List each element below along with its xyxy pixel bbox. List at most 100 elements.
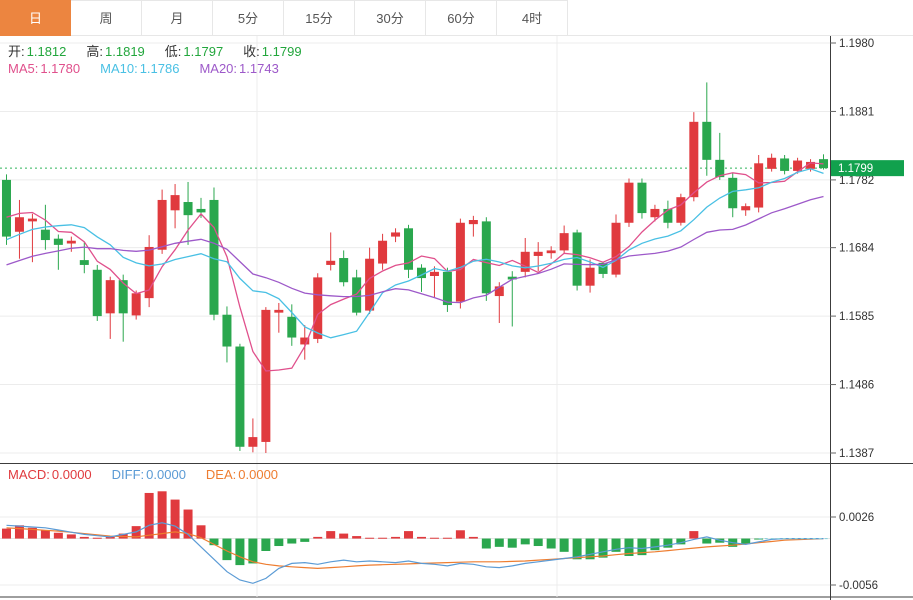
ma-label: MA10: [100,61,138,76]
tab-4hour[interactable]: 4时 [497,0,568,36]
candle-body [157,199,167,250]
candle-body [728,177,738,209]
macd-hist-bar [494,538,504,547]
macd-hist-bar [105,536,115,539]
candle-body [66,240,76,244]
macd-hist-bar [391,536,401,539]
candle-body [637,182,647,214]
candle-body [196,208,206,213]
macd-hist-bar [481,538,491,549]
macd-hist-bar [183,509,193,539]
candle-body [793,160,803,171]
macd-hist-bar [66,534,76,539]
ohlc-item: 高: 1.1819 [86,44,150,59]
macd-hist-bar [663,538,673,548]
candle-body [222,314,232,347]
candle-body [209,199,219,315]
candle-body [572,232,582,286]
macd-hist-bar [92,537,102,539]
candle-body [118,280,128,314]
candle-body [585,267,595,286]
tab-30min[interactable]: 30分 [355,0,426,36]
candle-body [352,277,362,313]
ohlc-label: 低: [164,44,182,59]
macd-hist-bar [676,538,686,545]
macd-hist-bar [196,525,206,539]
macd-hist-bar [637,538,647,556]
ma-label: MA5: [8,61,39,76]
macd-hist-bar [209,538,219,546]
ohlc-value: 1.1819 [105,44,145,59]
candle-body [559,233,569,251]
ohlc-item: 开: 1.1812 [8,44,72,59]
macd-hist-bar [559,538,569,552]
ohlc-label: 开: [8,44,25,59]
macd-hist-bar [585,538,595,560]
macd-hist-bar [14,525,24,539]
macd-hist-bar [702,538,712,544]
macd-hist-bar [248,538,258,564]
macd-label: MACD: [8,467,50,482]
ma-item: MA10: 1.1786 [100,61,185,76]
macd-value: 0.0000 [51,467,92,482]
macd-hist-bar [274,538,284,547]
candle-body [702,121,712,160]
macd-hist-bar [416,536,426,539]
candle-body [391,232,401,237]
ma-value: 1.1786 [139,61,180,76]
candle-body [131,293,141,316]
macd-hist-bar [27,527,37,539]
macd-hist-bar [533,538,543,547]
macd-chart-canvas[interactable]: 0.0026 -0.0056 [0,463,913,600]
candle-body [378,240,388,264]
candle-body [676,197,686,223]
macd-hist-bar [79,536,89,539]
candle-body [183,202,193,216]
tab-month[interactable]: 月 [142,0,213,36]
candle-body [455,222,465,302]
macd-hist-bar [378,537,388,539]
tab-week[interactable]: 周 [71,0,142,36]
ohlc-item: 低: 1.1797 [165,44,229,59]
candle-body [429,271,439,277]
tab-5min[interactable]: 5分 [213,0,284,36]
macd-hist-bar [650,538,660,551]
candle-body [780,158,790,171]
price-axis-label: 1.1980 [839,38,874,50]
macd-hist-bar [572,538,582,560]
ohlc-legend: 开: 1.1812 高: 1.1819 低: 1.1797 收: 1.1799 [8,41,322,60]
candle-body [754,163,764,208]
candle-body [624,182,634,223]
candle-body [1,179,11,237]
candle-body [520,251,530,272]
tab-60min[interactable]: 60分 [426,0,497,36]
candle-body [404,228,414,270]
macd-hist-bar [404,531,414,539]
tab-15min[interactable]: 15分 [284,0,355,36]
tab-day[interactable]: 日 [0,0,71,36]
macd-label: DIFF: [111,467,145,482]
macd-hist-bar [313,536,323,539]
candle-body [546,250,556,254]
ohlc-value: 1.1812 [26,44,67,59]
timeframe-tabbar: 日周月 5分 15分 30分 60分 4时 [0,0,913,36]
candle-body [170,195,180,211]
candle-body [53,238,63,245]
candle-body [248,437,258,447]
macd-hist-bar [53,532,63,539]
macd-item: DIFF: 0.0000 [112,467,192,482]
macd-value: 0.0000 [146,467,186,482]
price-chart-canvas[interactable]: 1.1980 1.1881 1.1782 1.1684 1.1585 1.1486 1.13… [0,36,913,463]
candle-body [416,267,426,279]
candle-body [235,346,245,447]
candle-body [806,161,816,169]
candle-body [40,229,50,241]
macd-axis-label: 0.0026 [839,512,874,524]
candle-body [261,309,271,442]
macd-hist-bar [442,537,452,539]
ma-value: 1.1780 [40,61,81,76]
candle-body [468,219,478,225]
candle-body [598,262,608,274]
candle-body [144,246,154,299]
candle-body [300,337,310,345]
